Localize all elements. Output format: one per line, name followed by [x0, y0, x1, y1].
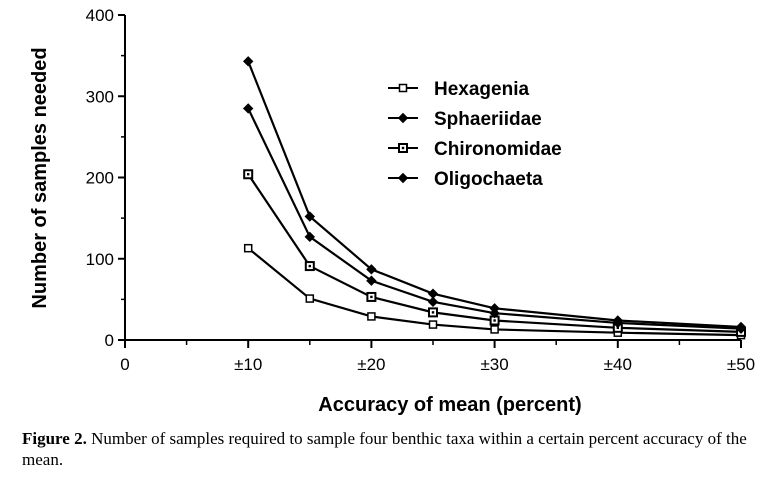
data-point-chironomidae — [428, 307, 438, 318]
marker-center — [431, 311, 435, 314]
data-point-oligochaeta — [489, 307, 500, 319]
y-tick-label: 0 — [105, 331, 114, 350]
legend-item-chironomidae: Chironomidae — [388, 139, 562, 160]
data-point-oligochaeta — [427, 296, 439, 308]
legend-label: Oligochaeta — [434, 169, 543, 190]
legend-marker — [398, 83, 408, 93]
data-point-hexagenia — [490, 325, 499, 334]
y-axis-title: Number of samples needed — [29, 47, 51, 308]
series-layer — [242, 56, 747, 340]
series-oligochaeta — [242, 103, 747, 334]
y-tick-label: 200 — [86, 169, 114, 188]
caption-label: Figure 2. — [22, 429, 87, 448]
marker-center — [308, 264, 311, 268]
caption-text: Number of samples required to sample fou… — [22, 429, 747, 469]
legend: Hexagenia Sphaeriidae Chironomidae Oligocha… — [388, 79, 562, 190]
data-point-oligochaeta — [612, 317, 624, 329]
y-tick-label: 300 — [86, 87, 114, 106]
x-tick-label: ±30 — [480, 355, 508, 374]
x-axis-title: Accuracy of mean (percent) — [318, 394, 581, 416]
data-point-oligochaeta — [366, 275, 377, 286]
legend-item-sphaeriidae: Sphaeriidae — [388, 109, 542, 130]
legend-label: Hexagenia — [434, 79, 529, 100]
legend-item-hexagenia: Hexagenia — [388, 79, 529, 100]
marker-center — [370, 295, 373, 299]
data-point-oligochaeta — [735, 323, 747, 334]
axes: 0 100 200 300 400 0 ±10 ±20 ±30 ±40 ±50 — [86, 6, 756, 374]
figure-caption: Figure 2. Number of samples required to … — [22, 428, 762, 470]
marker-center — [401, 146, 405, 150]
x-tick-label: ±50 — [727, 355, 755, 374]
legend-marker — [397, 112, 409, 124]
data-point-chironomidae — [243, 169, 254, 180]
legend-label: Sphaeriidae — [434, 109, 542, 130]
data-point-chironomidae — [366, 291, 377, 302]
y-tick-label: 100 — [86, 250, 114, 269]
legend-marker — [397, 172, 409, 184]
data-point-hexagenia — [305, 294, 315, 303]
x-tick-label: ±40 — [604, 355, 632, 374]
x-tick-label: ±20 — [357, 355, 385, 374]
data-point-sphaeriidae — [242, 56, 254, 67]
legend-label: Chironomidae — [434, 139, 562, 160]
data-point-hexagenia — [428, 320, 438, 329]
data-point-oligochaeta — [242, 103, 254, 114]
line-chart: 0 100 200 300 400 0 ±10 ±20 ±30 ±40 ±50 Hexagenia S… — [29, 6, 756, 416]
legend-item-oligochaeta: Oligochaeta — [388, 169, 543, 190]
data-point-hexagenia — [367, 312, 376, 321]
data-point-sphaeriidae — [366, 264, 377, 275]
data-point-chironomidae — [304, 261, 315, 272]
legend-marker — [398, 143, 408, 153]
data-point-hexagenia — [243, 243, 253, 253]
y-tick-label: 400 — [86, 6, 114, 25]
x-tick-label: 0 — [120, 355, 129, 374]
data-point-sphaeriidae — [304, 211, 316, 222]
data-point-oligochaeta — [304, 231, 316, 243]
x-tick-label: ±10 — [234, 355, 262, 374]
marker-center — [247, 173, 250, 176]
marker-center — [493, 319, 496, 322]
series-line-sphaeriidae — [247, 60, 742, 329]
